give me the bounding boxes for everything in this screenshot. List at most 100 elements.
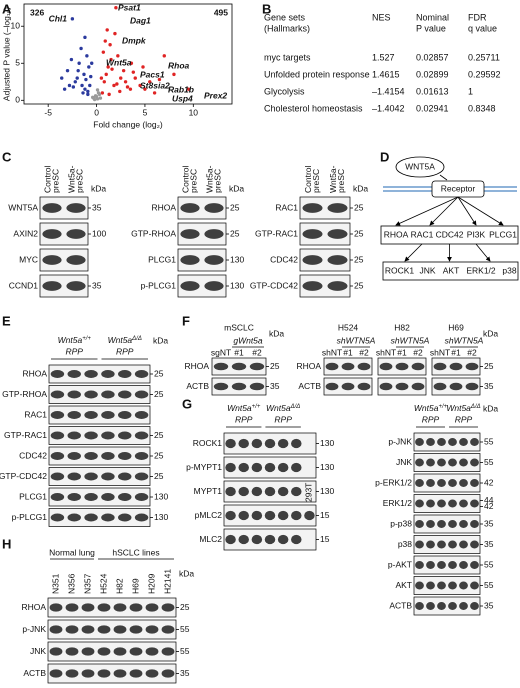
row-label: GTP-RAC1 (255, 228, 298, 238)
gene-annotation: Chl1 (49, 13, 68, 23)
row-label: RHOA (296, 361, 321, 371)
band (291, 438, 302, 449)
lane-label: H524 (98, 573, 108, 594)
marker-label: 130 (230, 254, 244, 264)
point (101, 50, 106, 54)
gene-annotation: Rab1b (168, 84, 194, 94)
band (84, 431, 98, 440)
band (238, 510, 249, 521)
lane-label: #1 (343, 347, 353, 357)
band (231, 382, 247, 391)
arrow (395, 196, 459, 226)
plot-frame (23, 3, 233, 105)
band (426, 499, 435, 508)
x-tick-label: 0 (94, 107, 99, 117)
group-sub: RPP (455, 414, 473, 424)
genotype-gene: Wnt5a (108, 335, 133, 345)
table-cell: Cholesterol homeostasis (264, 103, 363, 113)
band (277, 534, 289, 545)
band (67, 493, 81, 501)
marker-label: 25 (270, 361, 280, 371)
band (42, 255, 62, 265)
table-cell: 0.8348 (468, 103, 496, 113)
band (291, 510, 302, 521)
point (70, 17, 75, 21)
point (186, 87, 191, 91)
row-label: ROCK1 (193, 438, 223, 448)
table-cell: myc targets (264, 52, 311, 62)
band (65, 647, 79, 656)
band (129, 603, 143, 612)
downstream: JNK (419, 265, 435, 275)
table-cell: Unfolded protein response (264, 69, 370, 79)
band (113, 669, 127, 678)
point (141, 65, 145, 69)
band (97, 625, 111, 634)
unit-label: kDa (179, 568, 194, 578)
table-header: FDR (468, 12, 487, 22)
band (379, 362, 393, 371)
row-label: RHOA (22, 368, 47, 378)
panel-letter: E (2, 313, 11, 328)
group-label: Normal lung (49, 547, 95, 557)
band (302, 229, 323, 239)
band (448, 561, 457, 569)
band (49, 669, 63, 678)
band (448, 520, 457, 528)
point (119, 76, 123, 80)
band (204, 229, 224, 239)
band (50, 493, 65, 501)
effector: PI3K (467, 229, 486, 239)
table-header: Gene sets (264, 12, 306, 22)
gene-annotation: Prex2 (204, 90, 227, 100)
lane-label: preSC (50, 169, 60, 193)
band (459, 520, 468, 528)
band (470, 540, 479, 549)
point (121, 68, 126, 73)
band (470, 602, 479, 610)
effector: RHOA (384, 229, 409, 239)
point (65, 68, 70, 73)
band (118, 493, 132, 501)
lane-label: N351 (50, 573, 60, 594)
group-sub: RPP (66, 346, 84, 356)
band (341, 382, 355, 391)
band (249, 382, 265, 391)
band (145, 647, 159, 656)
band (251, 510, 263, 521)
band (42, 229, 62, 239)
band (101, 472, 115, 481)
panel-letter: A (2, 1, 12, 16)
band (145, 669, 159, 678)
band (379, 382, 393, 391)
point (104, 72, 108, 77)
band (225, 534, 236, 545)
band (251, 486, 263, 497)
effector: PLCG1 (489, 229, 517, 239)
band (101, 513, 115, 522)
row-label: JNK (30, 646, 46, 656)
point (69, 57, 74, 62)
table-cell: –1.4154 (372, 86, 405, 96)
band (101, 390, 115, 399)
band (277, 438, 289, 449)
band (231, 362, 247, 371)
band (437, 581, 446, 590)
band (65, 603, 79, 612)
band (448, 479, 457, 487)
blot-title: mSCLC (224, 322, 254, 332)
row-label: p-AKT (388, 559, 412, 569)
effector: CDC42 (436, 229, 464, 239)
marker-label: 130 (320, 438, 334, 448)
row-label: MYC (19, 254, 38, 264)
band (277, 486, 289, 497)
point (62, 87, 67, 91)
table-cell: 0.25711 (468, 52, 500, 62)
band (291, 462, 302, 473)
band (50, 431, 65, 440)
band (84, 411, 98, 419)
point (109, 57, 113, 62)
band (459, 581, 468, 590)
point (143, 87, 147, 91)
